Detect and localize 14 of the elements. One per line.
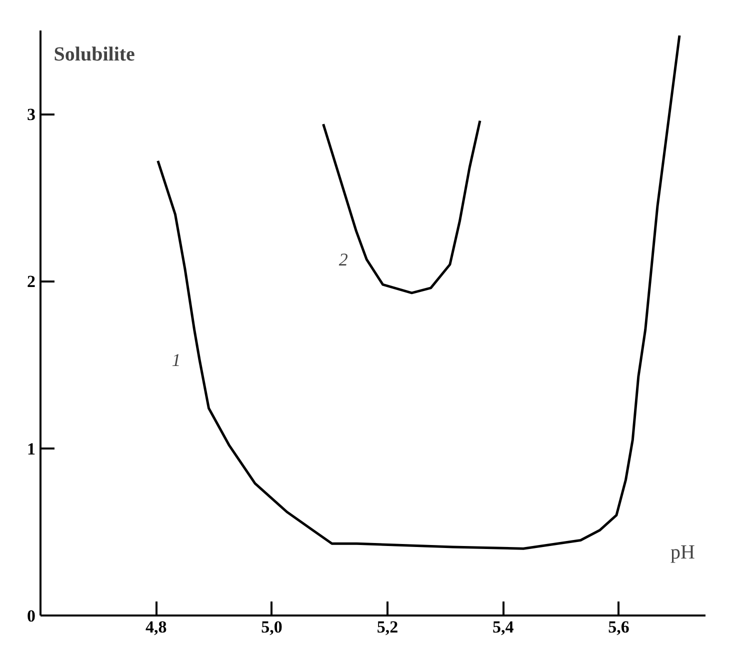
annotation: 1 bbox=[172, 350, 181, 370]
x-tick-label: 5,0 bbox=[261, 618, 282, 636]
line-series bbox=[322, 120, 482, 294]
x-tick-label: 4,8 bbox=[146, 618, 167, 636]
x-tick-label: 5,6 bbox=[608, 618, 630, 636]
annotation: 2 bbox=[338, 249, 348, 270]
x-tick-label: 5,2 bbox=[376, 618, 398, 636]
y-tick-label: 2 bbox=[27, 272, 36, 292]
y-tick-label: 3 bbox=[27, 105, 36, 124]
y-axis-title: Solubilite bbox=[54, 44, 136, 66]
x-axis-title: pH bbox=[670, 542, 695, 564]
x-tick-label: 5,4 bbox=[492, 618, 514, 636]
y-tick-label: 0 bbox=[27, 606, 36, 626]
y-tick-label: 1 bbox=[27, 439, 36, 458]
